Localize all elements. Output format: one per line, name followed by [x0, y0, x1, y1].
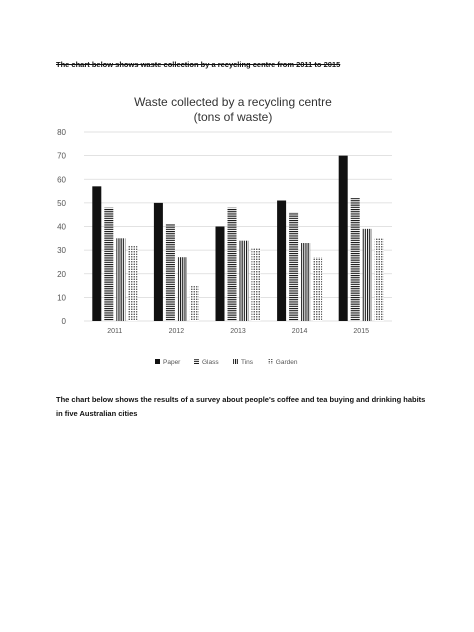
bar-garden-2014: [313, 257, 323, 321]
legend-swatch-glass: [194, 359, 199, 364]
bar-tins-2015: [362, 228, 372, 321]
y-tick-label: 40: [57, 223, 66, 232]
bar-garden-2011: [128, 245, 138, 321]
x-tick-label: 2014: [292, 328, 308, 335]
bar-tins-2014: [301, 243, 311, 321]
legend-label-tins: Tins: [241, 359, 254, 366]
legend-label-garden: Garden: [276, 359, 298, 366]
y-tick-label: 50: [57, 199, 66, 208]
y-tick-label: 10: [57, 293, 66, 302]
bar-garden-2012: [189, 285, 199, 321]
bar-paper-2013: [215, 226, 225, 321]
x-tick-label: 2012: [169, 328, 185, 335]
bar-paper-2011: [92, 186, 102, 321]
bar-glass-2015: [350, 198, 360, 321]
y-tick-label: 80: [57, 128, 66, 137]
bar-tins-2012: [177, 257, 187, 321]
legend-swatch-garden: [267, 359, 273, 364]
bar-glass-2014: [289, 212, 299, 321]
bar-paper-2012: [153, 202, 163, 321]
chart1-heading: The chart below shows waste collection b…: [56, 60, 341, 69]
bar-chart: Waste collected by a recycling centre (t…: [57, 95, 392, 366]
bar-paper-2015: [338, 155, 348, 321]
bar-glass-2011: [104, 207, 114, 321]
bar-glass-2012: [165, 224, 175, 321]
bar-tins-2011: [116, 238, 126, 321]
chart-subtitle: (tons of waste): [194, 110, 273, 124]
legend-swatch-tins: [233, 359, 238, 364]
bar-garden-2015: [374, 238, 384, 321]
x-tick-label: 2011: [107, 328, 122, 335]
y-tick-label: 20: [57, 270, 66, 279]
bar-tins-2013: [239, 240, 249, 321]
y-tick-label: 60: [57, 175, 66, 184]
legend-label-paper: Paper: [163, 359, 181, 366]
y-tick-label: 70: [57, 152, 66, 161]
chart-container: Waste collected by a recycling centre (t…: [48, 88, 418, 383]
bar-paper-2014: [277, 200, 287, 321]
legend-swatch-paper: [155, 359, 160, 364]
y-tick-label: 0: [62, 317, 67, 326]
chart2-heading: The chart below shows the results of a s…: [56, 395, 426, 418]
y-tick-label: 30: [57, 246, 66, 255]
bar-glass-2013: [227, 207, 237, 321]
legend-label-glass: Glass: [202, 359, 219, 366]
bar-garden-2013: [251, 247, 261, 321]
chart-title: Waste collected by a recycling centre: [134, 95, 332, 109]
x-tick-label: 2013: [230, 328, 246, 335]
x-tick-label: 2015: [353, 328, 369, 335]
